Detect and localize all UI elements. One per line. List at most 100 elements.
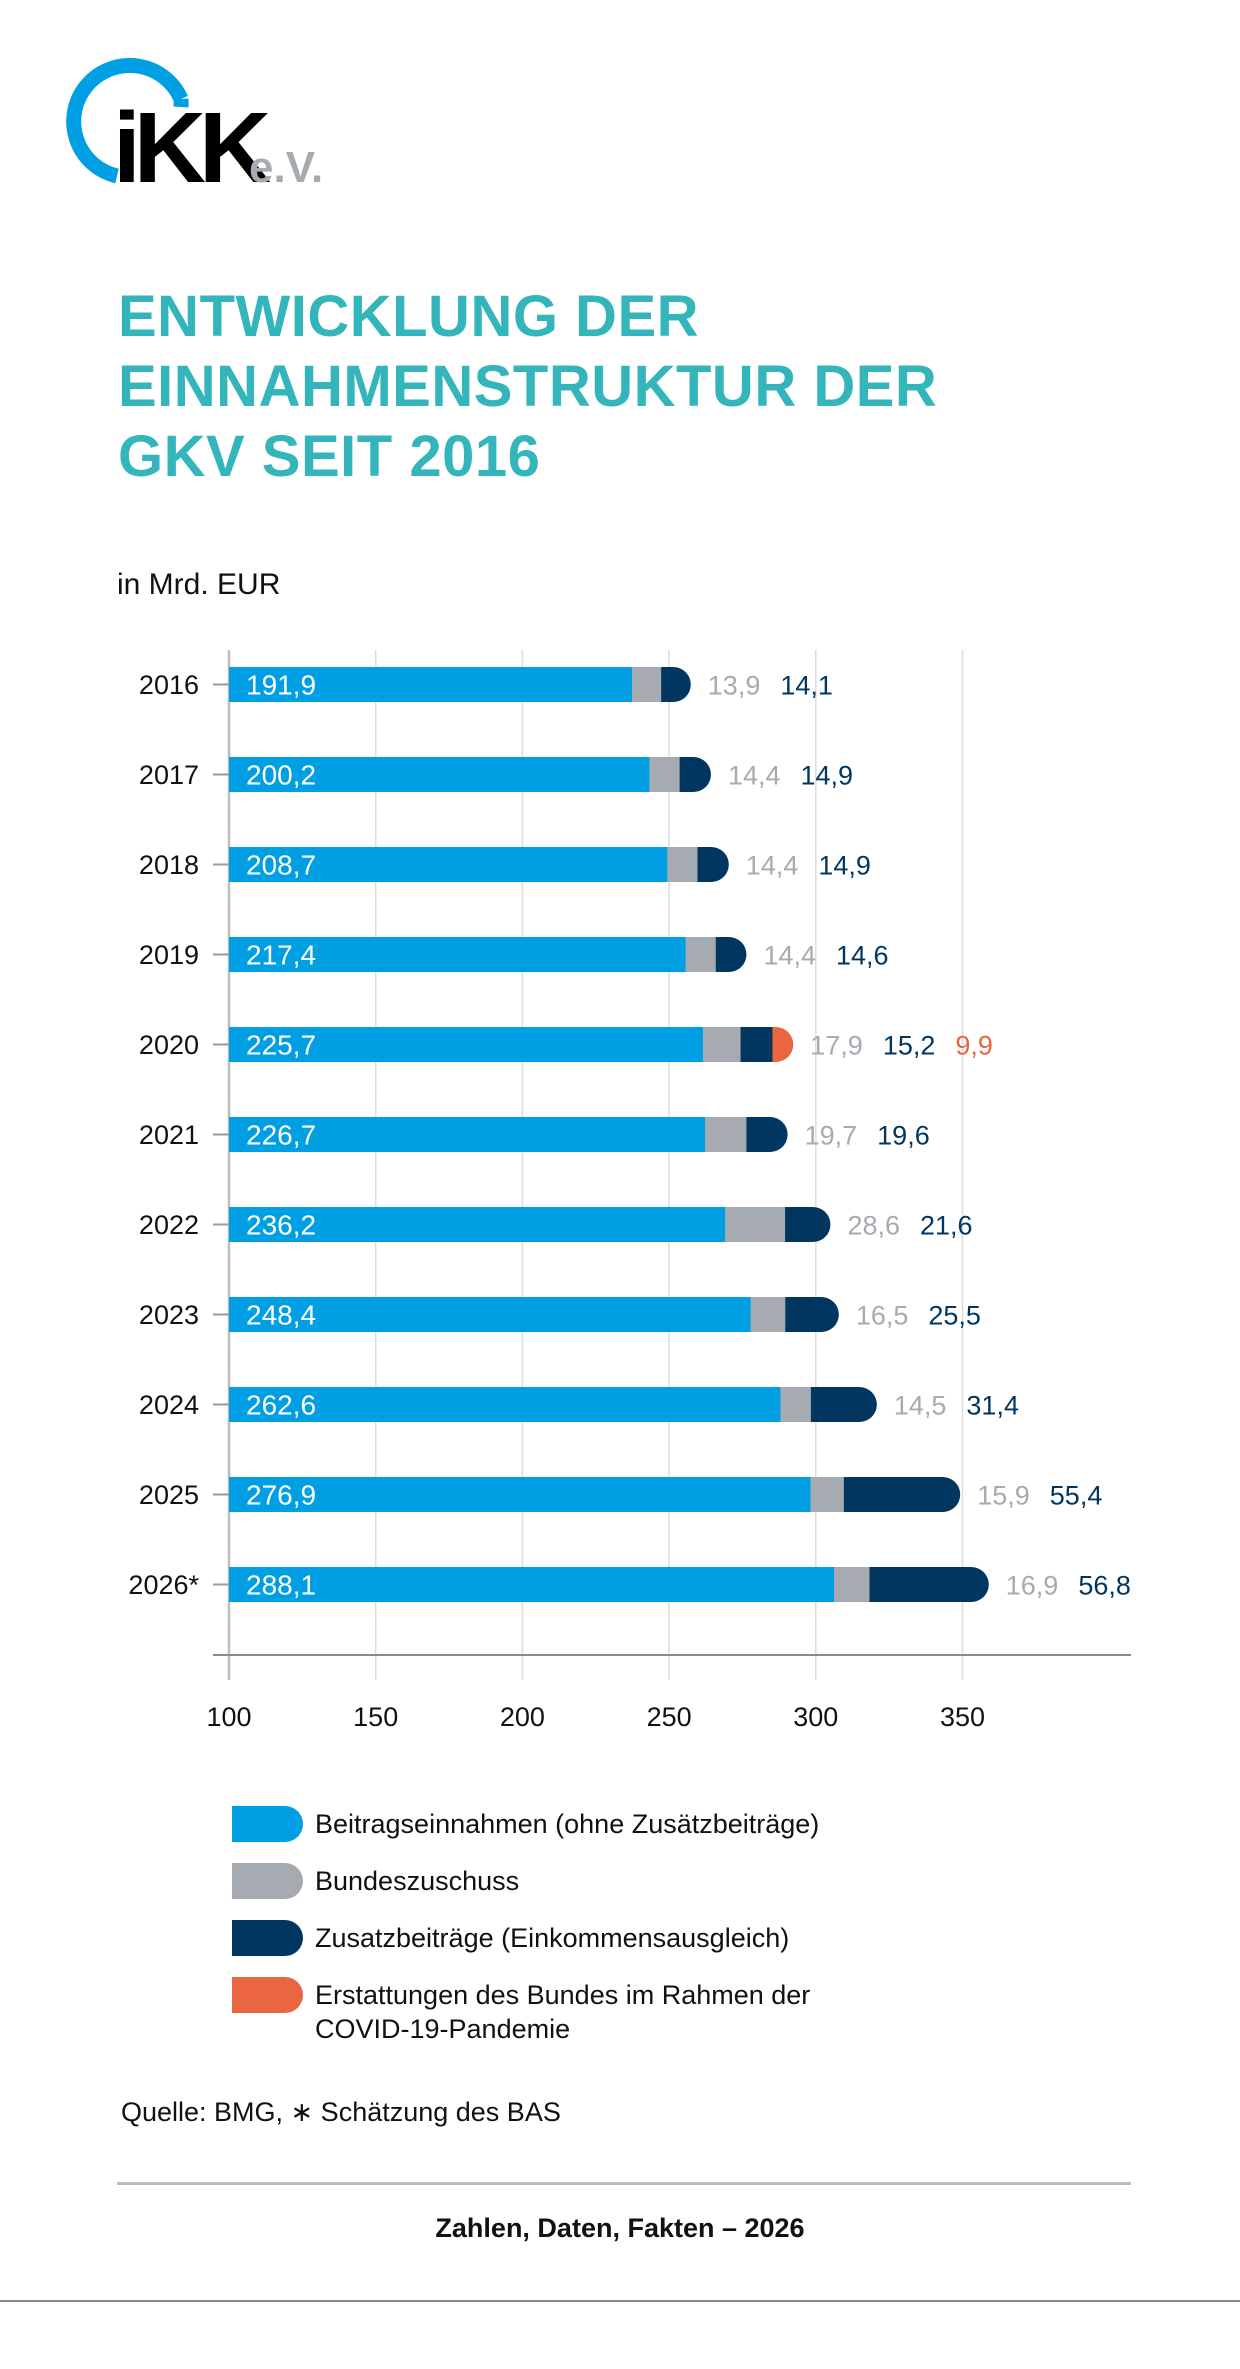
bar-segment-beitrag <box>229 1297 752 1332</box>
gridlines <box>227 650 964 1680</box>
data-label-zusatz: 14,1 <box>780 671 833 701</box>
legend-item-beitrag: Beitragseinnahmen (ohne Zusätzbeiträge) <box>232 1806 1212 1863</box>
bar-segment-beitrag <box>229 757 650 792</box>
ikk-logo: iKK e.V. <box>66 58 323 204</box>
y-tick-label: 2026* <box>128 1570 199 1600</box>
x-tick-label: 200 <box>500 1702 545 1732</box>
data-label-zusatz: 14,9 <box>818 851 871 881</box>
bar-segment-beitrag <box>229 1207 726 1242</box>
bar-segment-bund <box>780 1387 812 1422</box>
legend-item-covid: Erstattungen des Bundes im Rahmen der CO… <box>232 1977 1212 2044</box>
bar-segment-beitrag <box>229 1567 835 1602</box>
bar-segment-bund <box>685 937 717 972</box>
data-label-bund: 17,9 <box>810 1031 863 1061</box>
bar-segment-bund <box>702 1027 742 1062</box>
data-label-bund: 14,5 <box>894 1391 947 1421</box>
unit-label: in Mrd. EUR <box>117 568 281 601</box>
data-label-bund: 16,5 <box>856 1301 909 1331</box>
bar-segment-beitrag <box>229 937 687 972</box>
bar-row-2017: 2017 200,2 14,4 14,9 <box>139 757 853 792</box>
y-tick-label: 2017 <box>139 760 199 790</box>
data-label-zusatz: 14,9 <box>801 761 854 791</box>
data-label-beitrag: 288,1 <box>246 1570 316 1601</box>
bar-segment-zusatz <box>746 1117 788 1153</box>
bar-segment-zusatz <box>785 1207 831 1242</box>
data-label-beitrag: 217,4 <box>246 940 316 971</box>
data-label-beitrag: 208,7 <box>246 850 316 881</box>
data-label-zusatz: 31,4 <box>966 1391 1019 1421</box>
bar-segment-zusatz <box>785 1297 839 1332</box>
bar-segment-bund <box>810 1477 845 1512</box>
legend: Beitragseinnahmen (ohne Zusätzbeiträge) … <box>232 1806 1212 2044</box>
title-line-3: GKV SEIT 2016 <box>118 424 541 489</box>
title-line-1: ENTWICKLUNG DER <box>118 284 700 349</box>
y-tick-label: 2024 <box>139 1390 199 1420</box>
bar-segment-zusatz <box>740 1027 773 1062</box>
bar-row-2018: 2018 208,7 14,4 14,9 <box>139 847 871 882</box>
bar-segment-bund <box>834 1567 870 1602</box>
bar-segment-beitrag <box>229 667 633 702</box>
data-label-zusatz: 56,8 <box>1078 1571 1131 1601</box>
bottom-rule <box>0 2300 1240 2302</box>
logo-suffix: e.V. <box>249 143 323 192</box>
bar-segment-zusatz <box>843 1477 961 1512</box>
legend-label-covid-line-1: Erstattungen des Bundes im Rahmen der <box>315 1980 811 2010</box>
data-label-bund: 14,4 <box>763 941 816 971</box>
x-tick-label: 350 <box>940 1702 985 1732</box>
bar-segment-beitrag <box>229 1387 781 1422</box>
bar-row-2025: 2025 276,9 15,9 55,4 <box>139 1477 1102 1512</box>
title-line-2: EINNAHMENSTRUKTUR DER <box>118 354 938 419</box>
bar-segment-zusatz <box>697 847 729 882</box>
bar-row-2019: 2019 217,4 14,4 14,6 <box>139 937 889 972</box>
data-label-beitrag: 276,9 <box>246 1480 316 1511</box>
data-label-bund: 15,9 <box>977 1481 1030 1511</box>
legend-label-zusatz: Zusatzbeiträge (Einkommensausgleich) <box>315 1923 790 1953</box>
data-label-bund: 28,6 <box>847 1211 900 1241</box>
bar-segment-beitrag <box>229 1117 706 1152</box>
bar-row-2021: 2021 226,7 19,7 19,6 <box>139 1117 930 1153</box>
y-tick-label: 2023 <box>139 1300 199 1330</box>
bar-segment-beitrag <box>229 1027 704 1062</box>
y-tick-label: 2025 <box>139 1480 199 1510</box>
data-label-zusatz: 15,2 <box>883 1031 936 1061</box>
bar-segment-bund <box>705 1117 747 1152</box>
bar-segment-bund <box>631 667 662 702</box>
legend-label-bund: Bundeszuschuss <box>315 1866 520 1896</box>
bar-segment-beitrag <box>229 847 668 882</box>
x-tick-label: 100 <box>206 1702 251 1732</box>
bar-segment-bund <box>649 757 681 792</box>
x-tick-label: 150 <box>353 1702 398 1732</box>
data-label-bund: 14,4 <box>746 851 799 881</box>
logo-text: iKK <box>113 92 271 204</box>
bar-segment-bund <box>725 1207 786 1242</box>
bar-segment-zusatz <box>679 757 711 792</box>
bar-row-2020: 2020 225,7 17,9 15,2 9,9 <box>139 1027 993 1062</box>
y-tick-label: 2022 <box>139 1210 199 1240</box>
bar-row-2026: 2026* 288,1 16,9 56,8 <box>128 1567 1131 1602</box>
logo-ring-icon <box>66 58 188 184</box>
bar-segment-zusatz <box>715 937 747 972</box>
legend-item-zusatz: Zusatzbeiträge (Einkommensausgleich) <box>232 1920 1212 1977</box>
bar-segment-covid <box>772 1027 794 1062</box>
divider <box>117 2182 1131 2185</box>
bar-segment-bund <box>750 1297 786 1332</box>
bar-row-2022: 2022 236,2 28,6 21,6 <box>139 1207 973 1242</box>
y-tick-label: 2021 <box>139 1120 199 1150</box>
data-label-beitrag: 262,6 <box>246 1390 316 1421</box>
bar-row-2024: 2024 262,6 14,5 31,4 <box>139 1387 1019 1422</box>
data-label-bund: 19,7 <box>805 1121 858 1151</box>
y-tick-label: 2016 <box>139 670 199 700</box>
bar-segment-beitrag <box>229 1477 811 1512</box>
data-label-zusatz: 19,6 <box>877 1121 930 1151</box>
bar-row-2023: 2023 248,4 16,5 25,5 <box>139 1297 981 1332</box>
data-label-bund: 16,9 <box>1006 1571 1059 1601</box>
data-label-zusatz: 55,4 <box>1050 1481 1103 1511</box>
data-label-beitrag: 236,2 <box>246 1210 316 1241</box>
data-label-zusatz: 21,6 <box>920 1211 973 1241</box>
x-tick-label: 250 <box>647 1702 692 1732</box>
data-label-zusatz: 25,5 <box>928 1301 981 1331</box>
data-label-beitrag: 225,7 <box>246 1030 316 1061</box>
legend-label-covid: Erstattungen des Bundes im Rahmen der CO… <box>315 1978 810 2046</box>
data-label-zusatz: 14,6 <box>836 941 889 971</box>
